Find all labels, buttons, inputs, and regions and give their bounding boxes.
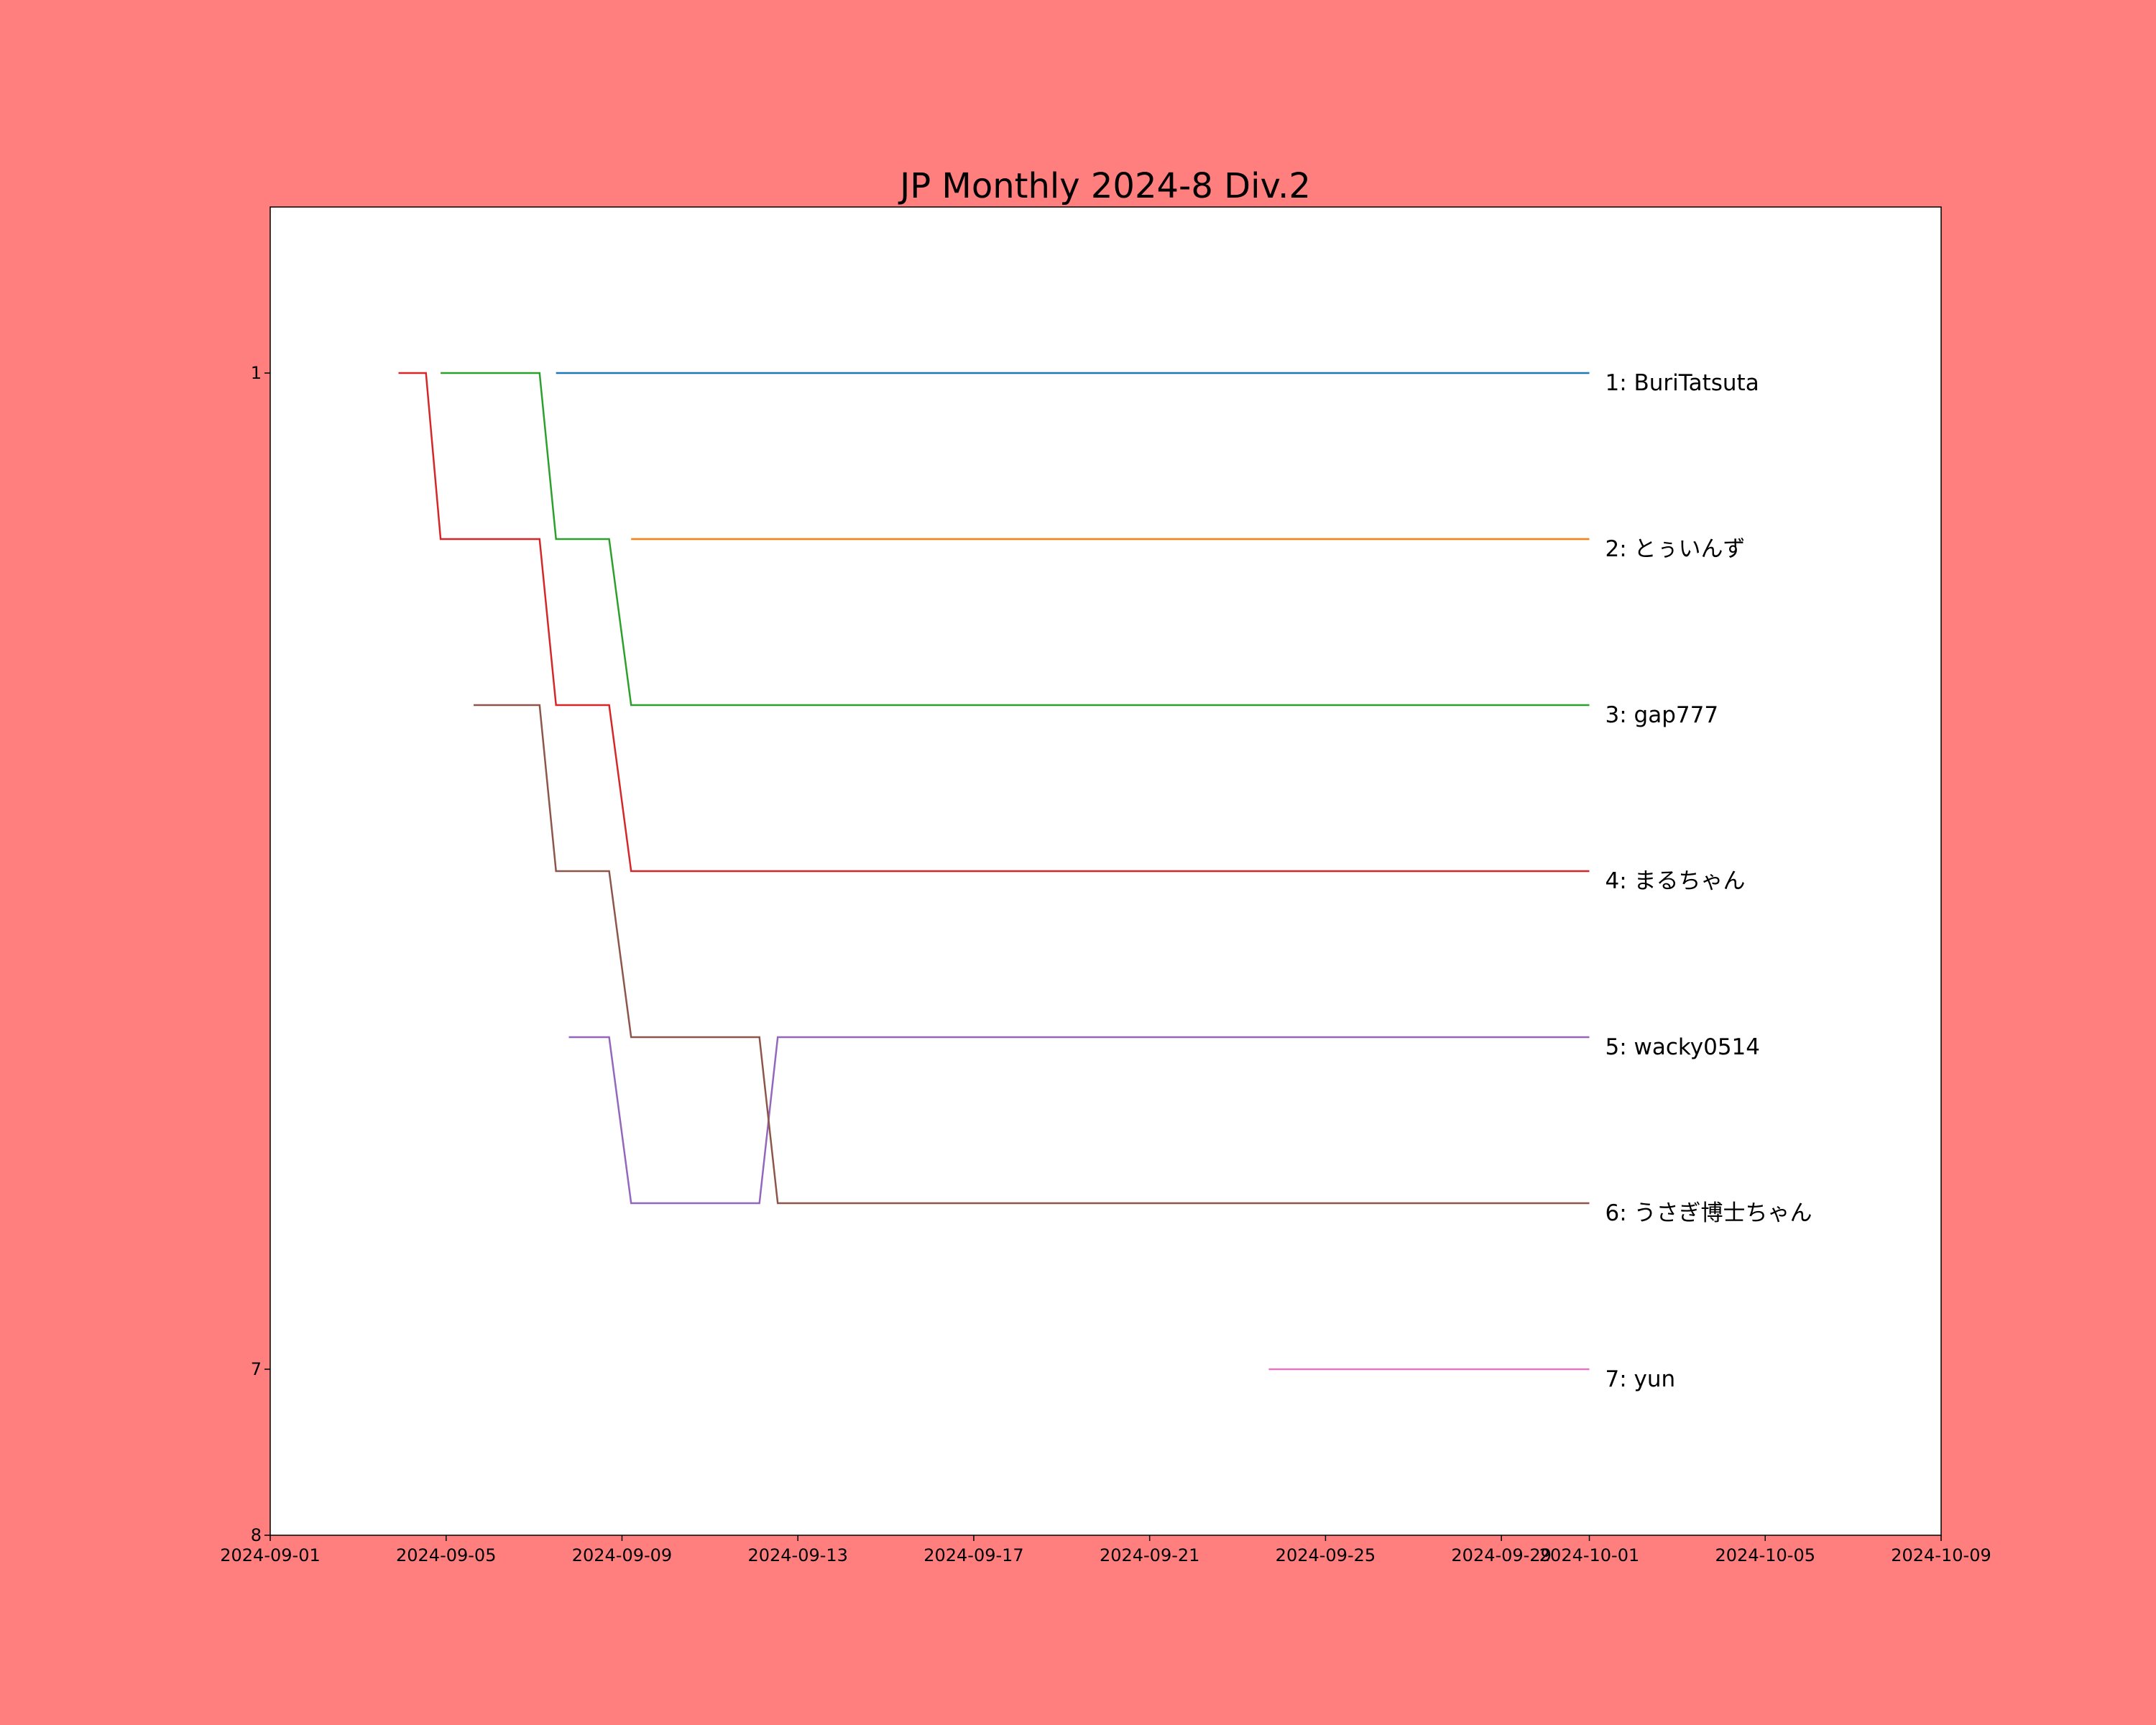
series-line-4	[398, 372, 1590, 873]
x-tick-label: 2024-09-01	[220, 1545, 320, 1565]
series-label-4: 4: まるちゃん	[1606, 868, 1746, 894]
x-tick-label: 2024-09-05	[396, 1545, 496, 1565]
series-line-3	[441, 372, 1590, 707]
x-tick-label: 2024-10-09	[1891, 1545, 1991, 1565]
chart-title: JP Monthly 2024-8 Div.2	[898, 166, 1311, 206]
x-tick-label: 2024-09-29	[1451, 1545, 1551, 1565]
series-end-labels: 1: BuriTatsuta 2: とぅいんず 3: gap777 4: まるちゃん 5…	[1606, 370, 1812, 1392]
series-label-7: 7: yun	[1606, 1366, 1676, 1392]
y-axis-ticks: 1 7 8	[251, 363, 270, 1545]
series-label-1: 1: BuriTatsuta	[1606, 370, 1759, 396]
y-tick-label: 1	[251, 363, 262, 383]
series-line-6	[474, 704, 1590, 1205]
series-line-5	[568, 1036, 1590, 1205]
series-label-2: 2: とぅいんず	[1606, 536, 1746, 562]
x-tick-label: 2024-09-13	[747, 1545, 847, 1565]
x-tick-label: 2024-09-17	[923, 1545, 1023, 1565]
plot-frame	[270, 206, 1942, 1536]
x-tick-label: 2024-09-25	[1276, 1545, 1376, 1565]
series-label-5: 5: wacky0514	[1606, 1034, 1761, 1060]
y-tick-label: 8	[251, 1525, 262, 1545]
y-tick-label: 7	[251, 1359, 262, 1379]
series-layer	[398, 372, 1590, 1371]
x-tick-label: 2024-09-09	[572, 1545, 672, 1565]
series-label-6: 6: うさぎ博士ちゃん	[1606, 1200, 1812, 1226]
series-label-3: 3: gap777	[1606, 702, 1719, 728]
x-tick-label: 2024-09-21	[1100, 1545, 1199, 1565]
x-tick-label: 2024-10-05	[1715, 1545, 1815, 1565]
x-axis-ticks: 2024-09-01 2024-09-05 2024-09-09 2024-09-13…	[220, 1535, 1991, 1565]
x-tick-label: 2024-10-01	[1539, 1545, 1639, 1565]
